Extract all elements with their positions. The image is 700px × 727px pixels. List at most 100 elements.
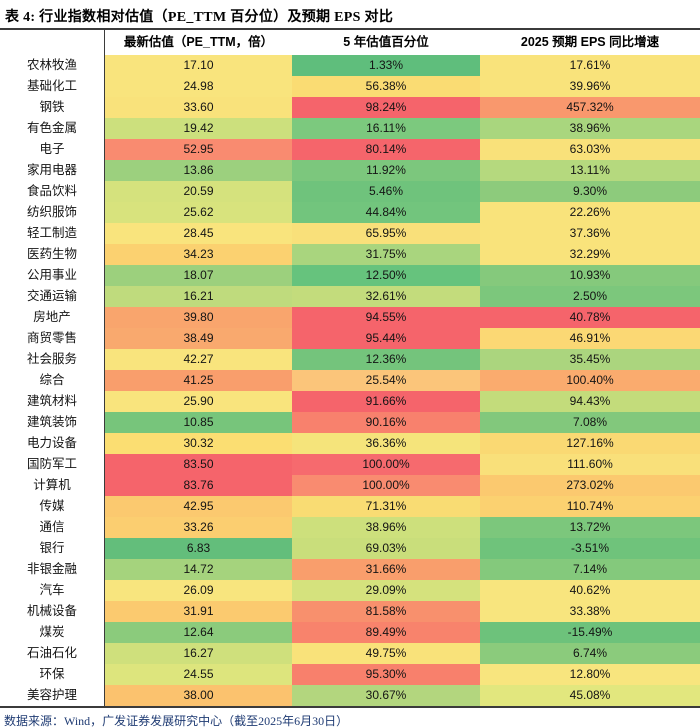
percentile-cell: 12.50% bbox=[292, 265, 480, 286]
percentile-cell: 80.14% bbox=[292, 139, 480, 160]
pe-value-cell: 34.23 bbox=[105, 244, 292, 265]
percentile-cell: 49.75% bbox=[292, 643, 480, 664]
eps-growth-cell: 457.32% bbox=[480, 97, 700, 118]
percentile-cell: 38.96% bbox=[292, 517, 480, 538]
table-row: 钢铁 33.60 98.24% 457.32% bbox=[0, 97, 700, 118]
industry-label: 农林牧渔 bbox=[0, 55, 105, 76]
pe-value-cell: 38.49 bbox=[105, 328, 292, 349]
percentile-cell: 81.58% bbox=[292, 601, 480, 622]
table-row: 银行 6.83 69.03% -3.51% bbox=[0, 538, 700, 559]
eps-growth-cell: 22.26% bbox=[480, 202, 700, 223]
percentile-cell: 95.44% bbox=[292, 328, 480, 349]
table-row: 医药生物 34.23 31.75% 32.29% bbox=[0, 244, 700, 265]
eps-growth-cell: 37.36% bbox=[480, 223, 700, 244]
pe-value-cell: 42.95 bbox=[105, 496, 292, 517]
table-row: 传媒 42.95 71.31% 110.74% bbox=[0, 496, 700, 517]
table-row: 计算机 83.76 100.00% 273.02% bbox=[0, 475, 700, 496]
industry-label: 非银金融 bbox=[0, 559, 105, 580]
eps-growth-cell: 45.08% bbox=[480, 685, 700, 706]
eps-growth-cell: 13.11% bbox=[480, 160, 700, 181]
table-row: 通信 33.26 38.96% 13.72% bbox=[0, 517, 700, 538]
industry-label: 美容护理 bbox=[0, 685, 105, 706]
pe-value-cell: 33.60 bbox=[105, 97, 292, 118]
percentile-cell: 44.84% bbox=[292, 202, 480, 223]
pe-value-cell: 83.50 bbox=[105, 454, 292, 475]
header-latest-pe: 最新估值（PE_TTM，倍） bbox=[123, 35, 274, 49]
industry-label: 医药生物 bbox=[0, 244, 105, 265]
table-row: 纺织服饰 25.62 44.84% 22.26% bbox=[0, 202, 700, 223]
percentile-cell: 25.54% bbox=[292, 370, 480, 391]
percentile-cell: 69.03% bbox=[292, 538, 480, 559]
table-row: 食品饮料 20.59 5.46% 9.30% bbox=[0, 181, 700, 202]
eps-growth-cell: 17.61% bbox=[480, 55, 700, 76]
percentile-cell: 31.66% bbox=[292, 559, 480, 580]
pe-value-cell: 24.55 bbox=[105, 664, 292, 685]
eps-growth-cell: 273.02% bbox=[480, 475, 700, 496]
table-row: 基础化工 24.98 56.38% 39.96% bbox=[0, 76, 700, 97]
industry-label: 通信 bbox=[0, 517, 105, 538]
pe-value-cell: 31.91 bbox=[105, 601, 292, 622]
eps-growth-cell: 9.30% bbox=[480, 181, 700, 202]
industry-label: 计算机 bbox=[0, 475, 105, 496]
pe-value-cell: 14.72 bbox=[105, 559, 292, 580]
industry-label: 有色金属 bbox=[0, 118, 105, 139]
percentile-cell: 95.30% bbox=[292, 664, 480, 685]
eps-growth-cell: 7.08% bbox=[480, 412, 700, 433]
industry-label: 房地产 bbox=[0, 307, 105, 328]
valuation-table: 最新估值（PE_TTM，倍） 5 年估值百分位 2025 预期 EPS 同比增速… bbox=[0, 30, 700, 708]
table-row: 建筑装饰 10.85 90.16% 7.08% bbox=[0, 412, 700, 433]
table-row: 公用事业 18.07 12.50% 10.93% bbox=[0, 265, 700, 286]
pe-value-cell: 28.45 bbox=[105, 223, 292, 244]
table-row: 家用电器 13.86 11.92% 13.11% bbox=[0, 160, 700, 181]
industry-label: 公用事业 bbox=[0, 265, 105, 286]
percentile-cell: 31.75% bbox=[292, 244, 480, 265]
industry-label: 食品饮料 bbox=[0, 181, 105, 202]
table-header-row: 最新估值（PE_TTM，倍） 5 年估值百分位 2025 预期 EPS 同比增速 bbox=[0, 30, 700, 55]
eps-growth-cell: -3.51% bbox=[480, 538, 700, 559]
percentile-cell: 71.31% bbox=[292, 496, 480, 517]
percentile-cell: 91.66% bbox=[292, 391, 480, 412]
percentile-cell: 16.11% bbox=[292, 118, 480, 139]
industry-label: 基础化工 bbox=[0, 76, 105, 97]
industry-label: 银行 bbox=[0, 538, 105, 559]
pe-value-cell: 24.98 bbox=[105, 76, 292, 97]
percentile-cell: 1.33% bbox=[292, 55, 480, 76]
percentile-cell: 100.00% bbox=[292, 475, 480, 496]
industry-label: 电力设备 bbox=[0, 433, 105, 454]
pe-value-cell: 30.32 bbox=[105, 433, 292, 454]
industry-label: 环保 bbox=[0, 664, 105, 685]
industry-label: 商贸零售 bbox=[0, 328, 105, 349]
pe-value-cell: 16.21 bbox=[105, 286, 292, 307]
table-row: 石油石化 16.27 49.75% 6.74% bbox=[0, 643, 700, 664]
percentile-cell: 29.09% bbox=[292, 580, 480, 601]
industry-label: 纺织服饰 bbox=[0, 202, 105, 223]
industry-label: 汽车 bbox=[0, 580, 105, 601]
table-row: 国防军工 83.50 100.00% 111.60% bbox=[0, 454, 700, 475]
pe-value-cell: 18.07 bbox=[105, 265, 292, 286]
table-row: 汽车 26.09 29.09% 40.62% bbox=[0, 580, 700, 601]
percentile-cell: 12.36% bbox=[292, 349, 480, 370]
pe-value-cell: 39.80 bbox=[105, 307, 292, 328]
eps-growth-cell: 39.96% bbox=[480, 76, 700, 97]
percentile-cell: 11.92% bbox=[292, 160, 480, 181]
industry-label: 石油石化 bbox=[0, 643, 105, 664]
pe-value-cell: 10.85 bbox=[105, 412, 292, 433]
table-body: 农林牧渔 17.10 1.33% 17.61% 基础化工 24.98 56.38% 39.96… bbox=[0, 55, 700, 708]
pe-value-cell: 20.59 bbox=[105, 181, 292, 202]
eps-growth-cell: 40.78% bbox=[480, 307, 700, 328]
eps-growth-cell: 63.03% bbox=[480, 139, 700, 160]
eps-growth-cell: 10.93% bbox=[480, 265, 700, 286]
industry-label: 家用电器 bbox=[0, 160, 105, 181]
eps-growth-cell: 32.29% bbox=[480, 244, 700, 265]
industry-label: 国防军工 bbox=[0, 454, 105, 475]
table-row: 建筑材料 25.90 91.66% 94.43% bbox=[0, 391, 700, 412]
table-title: 表 4: 行业指数相对估值（PE_TTM 百分位）及预期 EPS 对比 bbox=[0, 0, 700, 30]
industry-label: 建筑材料 bbox=[0, 391, 105, 412]
header-label-spacer bbox=[0, 30, 105, 55]
table-row: 非银金融 14.72 31.66% 7.14% bbox=[0, 559, 700, 580]
percentile-cell: 30.67% bbox=[292, 685, 480, 706]
pe-value-cell: 13.86 bbox=[105, 160, 292, 181]
pe-value-cell: 25.90 bbox=[105, 391, 292, 412]
pe-value-cell: 41.25 bbox=[105, 370, 292, 391]
